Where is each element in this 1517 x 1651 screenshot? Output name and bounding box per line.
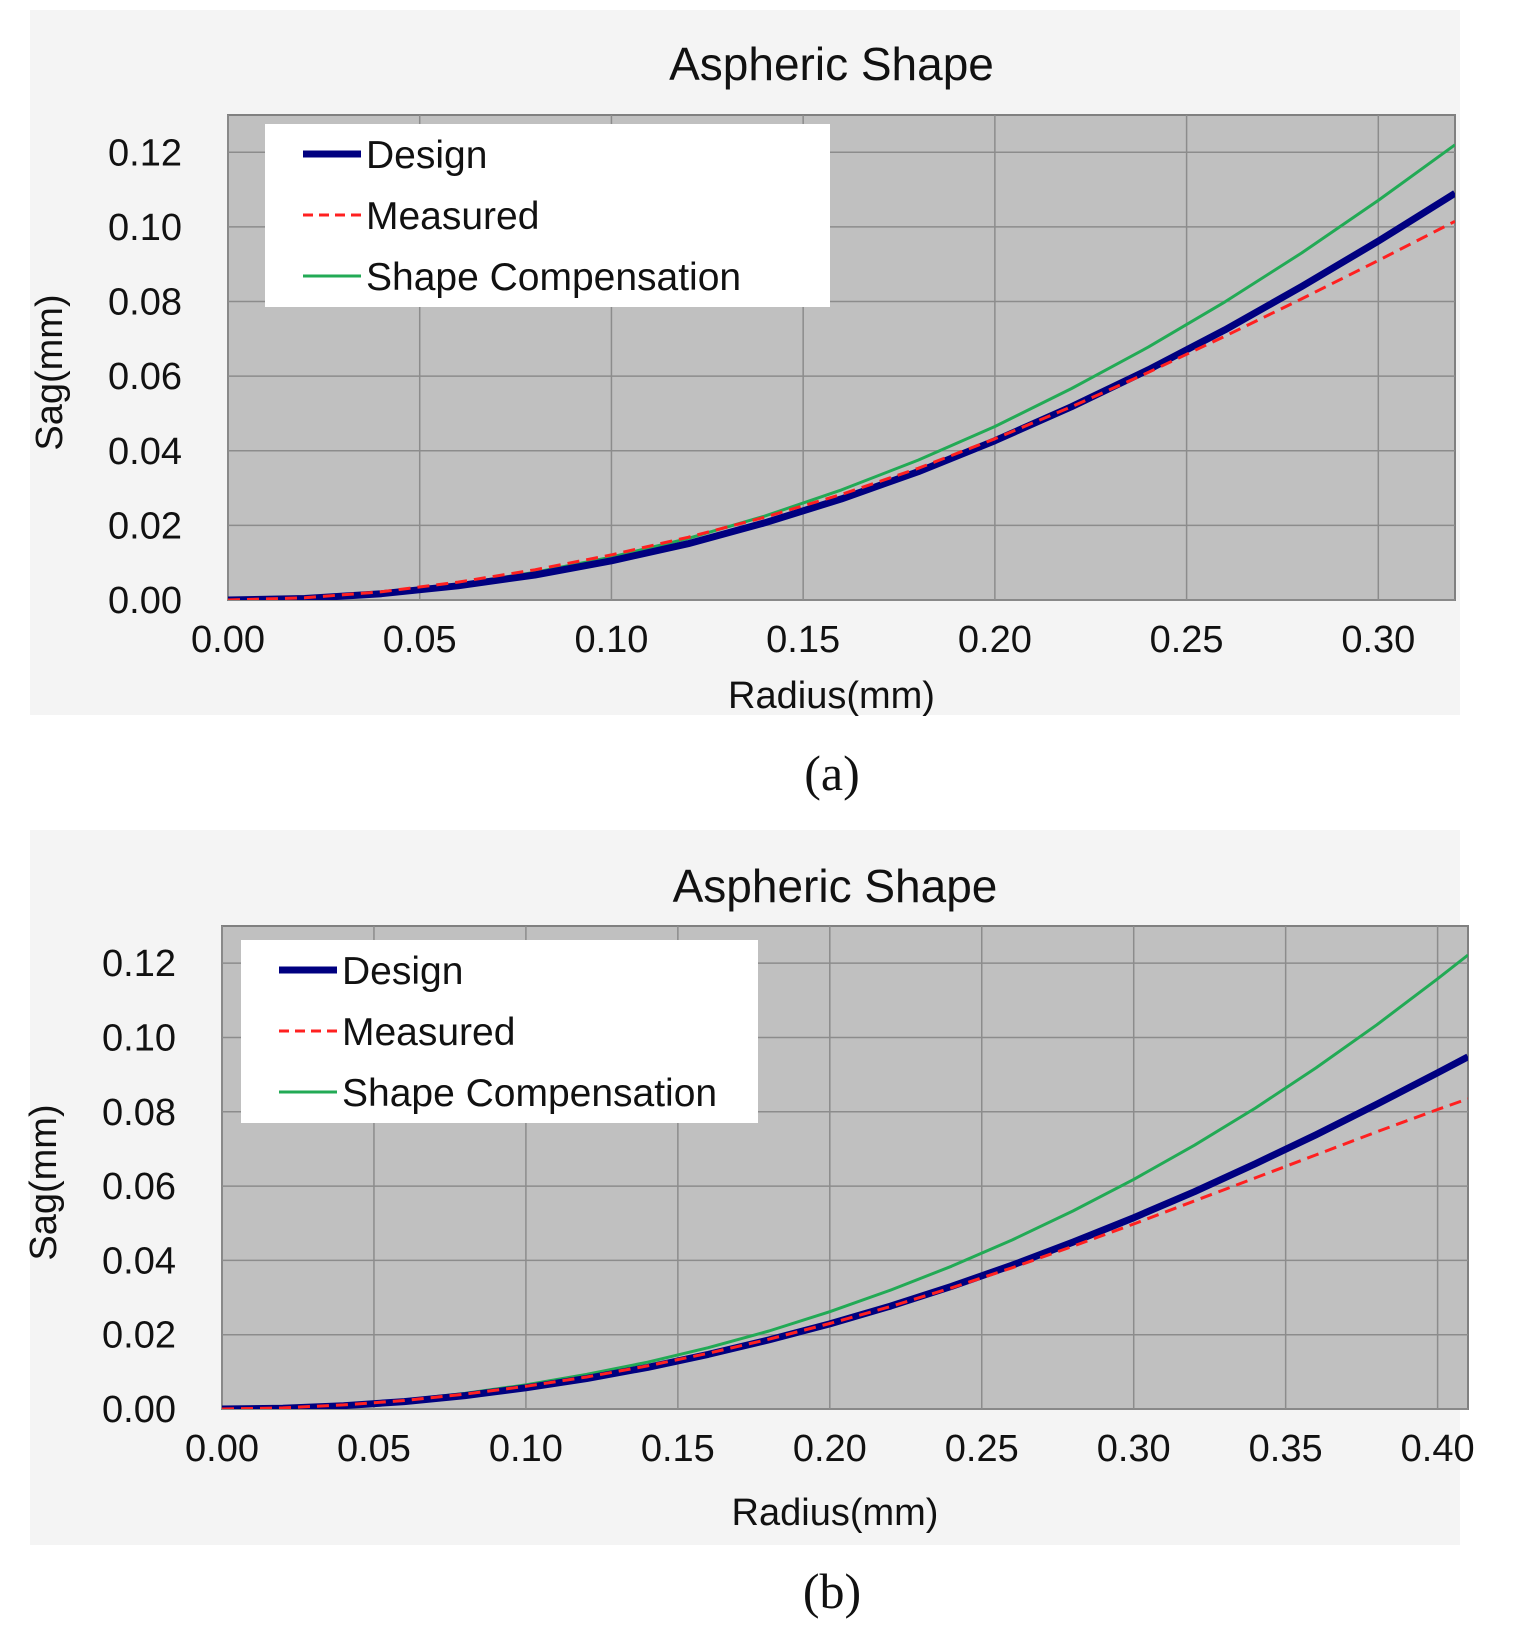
chart-title: Aspheric Shape <box>669 38 994 90</box>
legend: Design Measured Shape Compensation <box>241 940 758 1123</box>
x-tick-label: 0.05 <box>383 619 457 661</box>
x-tick-label: 0.30 <box>1097 1428 1171 1470</box>
x-tick-label: 0.25 <box>1150 619 1224 661</box>
y-tick-label: 0.08 <box>108 282 182 324</box>
x-tick-label: 0.10 <box>489 1428 563 1470</box>
chart-panel-b: 0.00 0.05 0.10 0.15 0.20 0.25 0.30 0.35 0.40 0.00… <box>23 830 1475 1619</box>
y-axis-label: Sag(mm) <box>29 294 71 450</box>
x-tick-label: 0.40 <box>1401 1428 1475 1470</box>
y-tick-label: 0.10 <box>102 1017 176 1059</box>
legend-label: Measured <box>342 1011 515 1054</box>
x-tick-label: 0.20 <box>958 619 1032 661</box>
panel-caption: (a) <box>804 745 860 801</box>
y-tick-label: 0.02 <box>102 1315 176 1357</box>
legend-label: Measured <box>366 195 539 238</box>
x-tick-label: 0.15 <box>641 1428 715 1470</box>
x-tick-label: 0.00 <box>191 619 265 661</box>
x-tick-label: 0.25 <box>945 1428 1019 1470</box>
y-tick-label: 0.06 <box>102 1166 176 1208</box>
series-line-measured <box>228 219 1455 600</box>
chart-panel-a: 0.00 0.05 0.10 0.15 0.20 0.25 0.30 0.00 0.02 0.04… <box>29 10 1460 801</box>
legend-label: Shape Compensation <box>342 1072 717 1115</box>
y-tick-label: 0.08 <box>102 1092 176 1134</box>
y-axis-label: Sag(mm) <box>23 1104 65 1260</box>
x-tick-label: 0.35 <box>1249 1428 1323 1470</box>
x-axis-label: Radius(mm) <box>732 1492 939 1534</box>
x-tick-label: 0.10 <box>574 619 648 661</box>
y-tick-label: 0.04 <box>102 1240 176 1282</box>
y-tick-label: 0.10 <box>108 207 182 249</box>
chart-title: Aspheric Shape <box>673 860 998 912</box>
y-tick-label: 0.12 <box>108 132 182 174</box>
y-tick-label: 0.02 <box>108 505 182 547</box>
panel-caption: (b) <box>803 1563 861 1619</box>
legend-label: Shape Compensation <box>366 256 741 299</box>
legend: Design Measured Shape Compensation <box>265 124 830 307</box>
x-tick-label: 0.30 <box>1341 619 1415 661</box>
y-tick-label: 0.04 <box>108 431 182 473</box>
legend-label: Design <box>366 134 487 177</box>
x-tick-label: 0.15 <box>766 619 840 661</box>
legend-label: Design <box>342 950 463 993</box>
x-tick-label: 0.05 <box>337 1428 411 1470</box>
x-axis-label: Radius(mm) <box>728 675 935 717</box>
x-tick-label: 0.20 <box>793 1428 867 1470</box>
y-tick-label: 0.06 <box>108 356 182 398</box>
series-line-design <box>228 190 1455 600</box>
y-tick-label: 0.00 <box>108 580 182 622</box>
y-tick-label: 0.00 <box>102 1389 176 1431</box>
series-line-measured <box>222 1097 1468 1409</box>
y-tick-label: 0.12 <box>102 943 176 985</box>
x-tick-label: 0.00 <box>185 1428 259 1470</box>
